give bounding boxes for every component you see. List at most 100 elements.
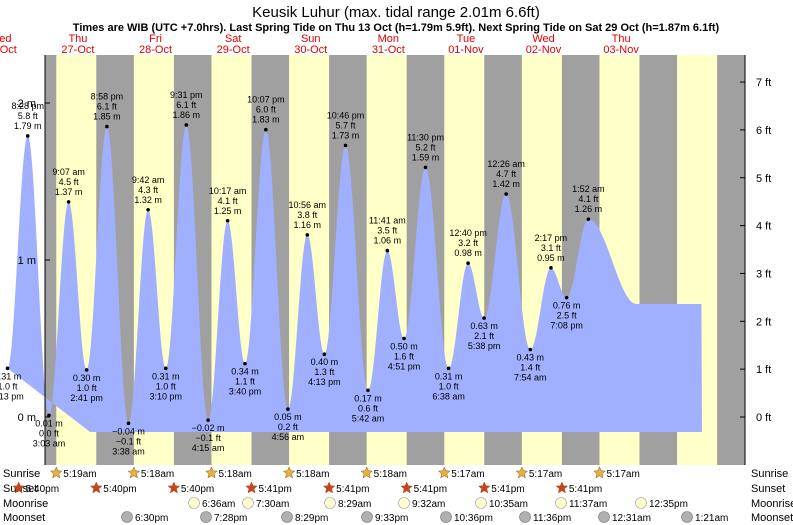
sunset-icon bbox=[245, 481, 258, 494]
tide-point bbox=[105, 124, 109, 129]
tide-label-text: 1.32 m bbox=[134, 195, 162, 205]
moonrise-time: 12:35pm bbox=[649, 499, 688, 510]
tide-label-text: −0.02 m bbox=[192, 423, 225, 433]
tide-label-text: 4:13 pm bbox=[308, 377, 341, 387]
tide-label-text: 1.59 m bbox=[412, 152, 440, 162]
header-layer: Keusik Luhur (max. tidal range 2.01m 6.6… bbox=[73, 4, 720, 34]
low-tide-label: 0.76 m2.5 ft7:08 pm bbox=[550, 295, 583, 331]
tide-point bbox=[84, 368, 89, 372]
tide-label-text: 3:10 pm bbox=[150, 391, 183, 401]
high-tide-label: 10:56 am3.8 ft1.16 m bbox=[289, 200, 327, 237]
sunset-icon bbox=[555, 481, 569, 494]
tide-label-text: 1.42 m bbox=[492, 179, 520, 189]
day-name: Thu bbox=[68, 33, 87, 45]
day-name: Fri bbox=[149, 33, 162, 45]
tide-label-text: 9:42 am bbox=[132, 175, 165, 185]
sunrise-icon bbox=[49, 466, 63, 479]
tide-point bbox=[5, 366, 10, 371]
moonrise-time: 10:35am bbox=[489, 499, 528, 510]
sunset-icon bbox=[477, 481, 491, 494]
tide-label-text: 4.3 ft bbox=[138, 185, 159, 195]
tide-label-text: 11:41 am bbox=[369, 216, 406, 226]
row-label-left: Moonrise bbox=[3, 498, 48, 510]
low-tide-label: 0.05 m0.2 ft4:56 am bbox=[272, 407, 304, 442]
day-header-row: Wed26-OctThu27-OctFri28-OctSat29-OctSun3… bbox=[0, 33, 639, 56]
tide-label-text: 0.0 ft bbox=[39, 428, 60, 438]
row-label-right: Moonset bbox=[751, 512, 793, 524]
tide-label-text: 0.31 m bbox=[152, 371, 180, 381]
day-date: 30-Oct bbox=[294, 44, 327, 56]
low-tide-label: 0.30 m1.0 ft2:41 pm bbox=[70, 368, 103, 403]
low-tide-label: −0.04 m−0.1 ft3:38 am bbox=[112, 421, 145, 456]
tide-point bbox=[243, 361, 247, 366]
tide-label-text: 0.31 m bbox=[435, 371, 463, 381]
tide-label-text: 1.16 m bbox=[294, 220, 322, 230]
high-tide-label: 10:46 pm5.7 ft1.73 m bbox=[327, 110, 365, 148]
tide-label-text: 4.1 ft bbox=[578, 194, 599, 204]
sunrise-time: 5:18am bbox=[296, 469, 329, 480]
day-date: 26-Oct bbox=[0, 44, 17, 56]
low-tide-label: 0.17 m0.6 ft5:42 am bbox=[352, 388, 384, 423]
high-tide-label: 11:41 am3.5 ft1.06 m bbox=[369, 216, 406, 253]
tide-label-text: 3.8 ft bbox=[297, 210, 318, 220]
tide-label-text: 1.3 ft bbox=[314, 367, 335, 377]
tide-label-text: 4:15 am bbox=[192, 443, 225, 453]
left-tick-label: 0 m bbox=[18, 412, 36, 424]
moonrise-icon bbox=[555, 497, 567, 509]
tide-label-text: 1.06 m bbox=[374, 236, 402, 246]
right-tick-label: 7 ft bbox=[756, 77, 771, 89]
moonset-icon bbox=[681, 511, 693, 523]
row-label-right: Sunset bbox=[751, 483, 785, 495]
tide-point bbox=[343, 143, 348, 148]
tide-label-text: 2:13 pm bbox=[0, 391, 24, 401]
low-tide-label: 0.31 m1.0 ft6:38 am bbox=[432, 366, 465, 401]
tide-point bbox=[504, 192, 508, 196]
tide-label-text: 1.86 m bbox=[173, 110, 201, 120]
tide-label-text: 5.2 ft bbox=[416, 142, 437, 152]
night-band bbox=[45, 55, 57, 465]
left-tick-label: 2 m bbox=[18, 98, 36, 110]
moonrise-time: 6:36am bbox=[202, 499, 235, 510]
moonset-icon bbox=[519, 511, 531, 523]
tide-label-text: 1.85 m bbox=[93, 112, 121, 122]
tide-label-text: 0.40 m bbox=[311, 357, 339, 367]
day-date: 29-Oct bbox=[217, 44, 250, 56]
tide-label-text: 10:17 am bbox=[209, 186, 247, 196]
tide-label-text: 10:46 pm bbox=[327, 110, 365, 120]
tide-label-text: 1.37 m bbox=[55, 187, 83, 197]
moonset-icon bbox=[598, 511, 610, 523]
row-label-right: Sunrise bbox=[751, 468, 788, 480]
tide-label-text: 1.0 ft bbox=[77, 383, 98, 393]
sunrise-icon bbox=[127, 466, 141, 479]
tide-label-text: 10:56 am bbox=[289, 200, 327, 210]
right-tick-label: 0 ft bbox=[756, 412, 771, 424]
moonrise-icon bbox=[635, 497, 647, 509]
tide-point bbox=[564, 295, 569, 300]
sunset-time: 5:41pm bbox=[491, 484, 524, 495]
tide-area bbox=[7, 125, 702, 432]
day-date: 28-Oct bbox=[139, 44, 172, 56]
moonset-time: 1:21am bbox=[695, 513, 728, 524]
row-label-left: Sunrise bbox=[3, 468, 40, 480]
tide-point bbox=[25, 134, 30, 138]
moonrise-time: 9:32am bbox=[412, 499, 445, 510]
tide-label-text: 3.1 ft bbox=[541, 243, 562, 253]
moonrise-time: 7:30am bbox=[256, 499, 289, 510]
moonset-icon bbox=[440, 511, 452, 523]
moonset-time: 6:30pm bbox=[135, 513, 168, 524]
high-tide-label: 8:28 pm5.8 ft1.79 m bbox=[11, 101, 44, 138]
sunrise-time: 5:17am bbox=[451, 469, 484, 480]
low-tide-label: 0.43 m1.4 ft7:54 am bbox=[514, 347, 547, 382]
tide-point bbox=[482, 316, 486, 320]
low-tide-label: 0.31 m1.0 ft3:10 pm bbox=[150, 366, 183, 401]
tide-label-text: 6.0 ft bbox=[256, 105, 277, 115]
tide-label-text: 0.98 m bbox=[454, 248, 482, 258]
moonset-time: 11:36pm bbox=[533, 513, 571, 524]
tide-label-text: 1.0 ft bbox=[439, 381, 460, 391]
day-date: 02-Nov bbox=[526, 44, 562, 56]
tide-label-text: 6.1 ft bbox=[97, 102, 118, 112]
sunset-icon bbox=[12, 481, 26, 494]
sunrise-icon bbox=[282, 466, 296, 479]
tide-point bbox=[366, 388, 370, 393]
day-date: 27-Oct bbox=[61, 44, 94, 56]
